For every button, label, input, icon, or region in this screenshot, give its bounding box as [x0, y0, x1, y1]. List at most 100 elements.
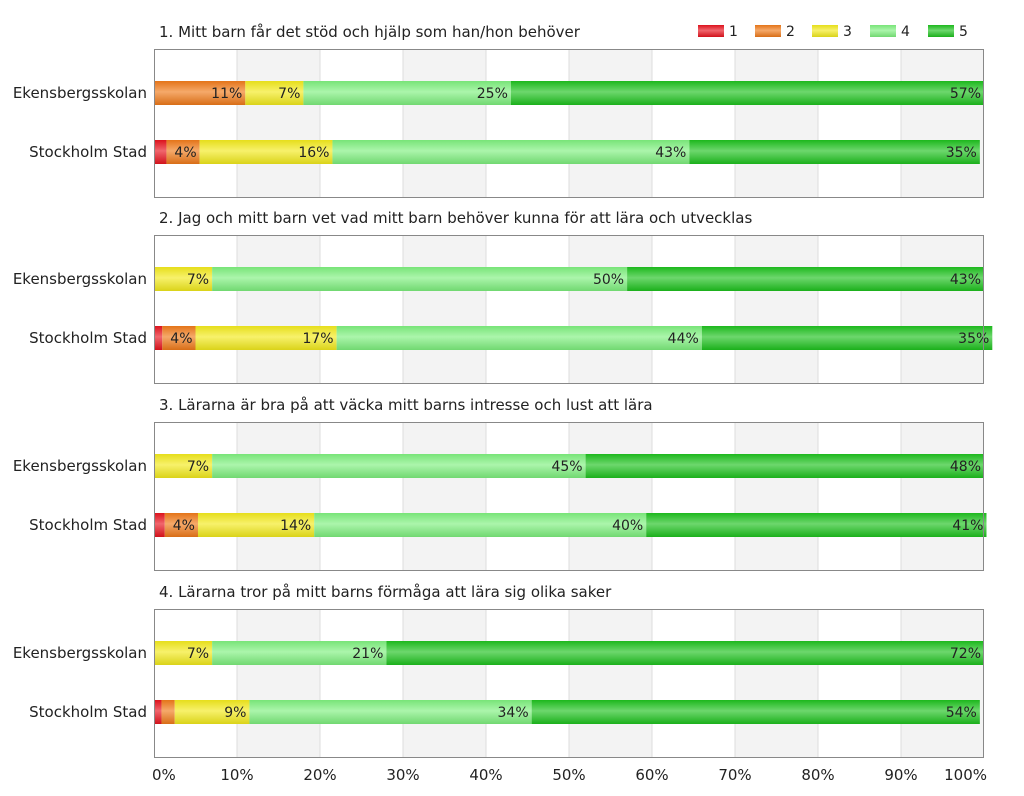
bar-segment-3: [195, 326, 337, 350]
category-label: Stockholm Stad: [29, 143, 147, 161]
bar-segment-5: [510, 81, 984, 105]
data-label: 57%: [950, 86, 981, 102]
bar-segment-4: [336, 326, 702, 350]
x-tick-label: 50%: [552, 766, 585, 784]
grid-band: [735, 422, 818, 571]
bar-row: Ekensbergsskolan 7% 45% 48%: [13, 454, 984, 478]
panel-title: 4. Lärarna tror på mitt barns förmåga at…: [159, 583, 612, 601]
panel-title: 2. Jag och mitt barn vet vad mitt barn b…: [159, 209, 752, 227]
bar-segment-5: [386, 641, 984, 665]
data-label: 48%: [950, 459, 981, 475]
data-label: 43%: [655, 145, 686, 161]
x-tick-label: 60%: [635, 766, 668, 784]
bar-row: Stockholm Stad 4% 16% 43% 35%: [29, 140, 980, 164]
data-label: 7%: [187, 459, 209, 475]
bar-segment-2: [154, 81, 246, 105]
x-tick-label: 0%: [152, 766, 176, 784]
bar-segment-4: [249, 700, 532, 724]
bar-segment-3: [154, 267, 213, 291]
grid-band: [237, 49, 320, 198]
data-label: 4%: [173, 518, 195, 534]
panel-4: 4. Lärarna tror på mitt barns förmåga at…: [13, 583, 984, 758]
bar-segment-3: [174, 700, 250, 724]
bar-row: Stockholm Stad 4% 17% 44% 35%: [29, 326, 993, 350]
bar-segment-4: [314, 513, 647, 537]
bar-segment-4: [212, 641, 387, 665]
plot-border: [154, 235, 984, 384]
bar-segment-4: [303, 81, 511, 105]
panel-1: 1. Mitt barn får det stöd och hjälp som …: [13, 23, 984, 198]
legend-label: 4: [901, 24, 910, 40]
bar-segment-1: [154, 513, 165, 537]
grid-band: [901, 422, 984, 571]
grid-band: [403, 49, 486, 198]
category-label: Ekensbergsskolan: [13, 270, 147, 288]
legend-label: 3: [843, 24, 852, 40]
legend: 1 2 3 4 5: [698, 24, 968, 40]
data-label: 7%: [278, 86, 300, 102]
data-label: 17%: [302, 331, 333, 347]
data-label: 35%: [946, 145, 977, 161]
data-label: 50%: [593, 272, 624, 288]
data-label: 4%: [174, 145, 196, 161]
bar-segment-2: [164, 513, 198, 537]
data-label: 41%: [952, 518, 983, 534]
data-label: 72%: [950, 646, 981, 662]
legend-swatch-3: [812, 25, 838, 37]
data-label: 7%: [187, 646, 209, 662]
bar-segment-3: [197, 513, 315, 537]
bar-segment-4: [212, 267, 628, 291]
grid-band: [901, 49, 984, 198]
grid-band: [735, 49, 818, 198]
panel-2: 2. Jag och mitt barn vet vad mitt barn b…: [13, 209, 993, 384]
data-label: 11%: [211, 86, 242, 102]
legend-label: 5: [959, 24, 968, 40]
grid-band: [569, 609, 652, 758]
bar-row: Ekensbergsskolan 7% 21% 72%: [13, 641, 984, 665]
x-tick-label: 30%: [386, 766, 419, 784]
bar-segment-1: [154, 326, 163, 350]
x-tick-label: 20%: [303, 766, 336, 784]
grid-band: [901, 609, 984, 758]
bar-segment-4: [212, 454, 586, 478]
data-label: 16%: [298, 145, 329, 161]
grid-band: [901, 235, 984, 384]
data-label: 35%: [958, 331, 989, 347]
data-label: 4%: [170, 331, 192, 347]
bar-segment-5: [701, 326, 993, 350]
x-tick-label: 10%: [220, 766, 253, 784]
category-label: Ekensbergsskolan: [13, 644, 147, 662]
data-label: 34%: [498, 705, 529, 721]
bar-segment-2: [162, 326, 196, 350]
grid-band: [403, 422, 486, 571]
category-label: Ekensbergsskolan: [13, 84, 147, 102]
panel-3: 3. Lärarna är bra på att väcka mitt barn…: [13, 396, 987, 571]
x-axis: 0% 10% 20% 30% 40% 50% 60% 70% 80% 90% 100%: [152, 766, 987, 784]
grid-band: [735, 609, 818, 758]
data-label: 54%: [946, 705, 977, 721]
bar-row: Ekensbergsskolan 11% 7% 25% 57%: [13, 81, 984, 105]
x-tick-label: 40%: [469, 766, 502, 784]
legend-swatch-5: [928, 25, 954, 37]
data-label: 14%: [280, 518, 311, 534]
bar-segment-2: [166, 140, 200, 164]
plot-border: [154, 609, 984, 758]
bar-segment-3: [154, 641, 213, 665]
bar-row: Stockholm Stad 4% 14% 40% 41%: [29, 513, 987, 537]
grid-band: [569, 235, 652, 384]
data-label: 44%: [668, 331, 699, 347]
legend-swatch-1: [698, 25, 724, 37]
bar-segment-3: [245, 81, 304, 105]
grid-band: [237, 422, 320, 571]
plot-border: [154, 49, 984, 198]
panel-title: 1. Mitt barn får det stöd och hjälp som …: [159, 23, 581, 41]
bar-segment-5: [627, 267, 984, 291]
category-label: Ekensbergsskolan: [13, 457, 147, 475]
bar-segment-5: [689, 140, 980, 164]
category-label: Stockholm Stad: [29, 703, 147, 721]
grid-band: [403, 609, 486, 758]
legend-label: 2: [786, 24, 795, 40]
data-label: 21%: [352, 646, 383, 662]
data-label: 45%: [551, 459, 582, 475]
